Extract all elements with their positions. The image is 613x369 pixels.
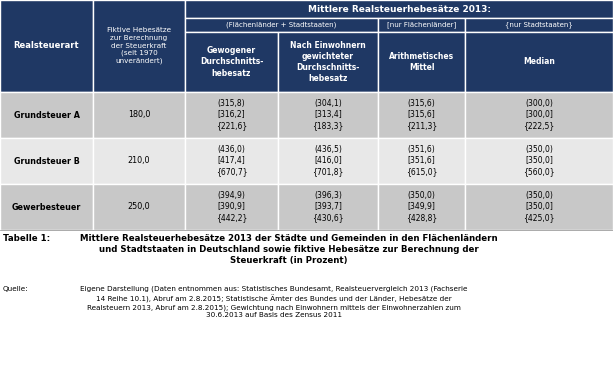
Text: {nur Stadtstaaten}: {nur Stadtstaaten}: [505, 22, 573, 28]
Bar: [185, 32, 278, 92]
Bar: [465, 92, 613, 138]
Text: (350,0)
[349,9]
{428,8}: (350,0) [349,9] {428,8}: [406, 192, 437, 223]
Bar: [465, 32, 613, 92]
Text: Gewerbesteuer: Gewerbesteuer: [12, 203, 81, 211]
Text: Nach Einwohnern
gewichteter
Durchschnitts-
hebesatz: Nach Einwohnern gewichteter Durchschnitt…: [290, 41, 366, 83]
Text: Quelle:: Quelle:: [3, 286, 29, 292]
Bar: [93, 138, 185, 184]
Bar: [0, 184, 93, 230]
Bar: [465, 184, 613, 230]
Text: (436,0)
[417,4]
{670,7}: (436,0) [417,4] {670,7}: [216, 145, 247, 177]
Text: Eigene Darstellung (Daten entnommen aus: Statistisches Bundesamt, Realsteuerverg: Eigene Darstellung (Daten entnommen aus:…: [80, 286, 468, 318]
Bar: [185, 18, 378, 32]
Bar: [465, 18, 613, 32]
Text: (436,5)
[416,0]
{701,8}: (436,5) [416,0] {701,8}: [312, 145, 344, 177]
Text: Mittlere Realsteuerhebesätze 2013 der Städte und Gemeinden in den Flächenländern: Mittlere Realsteuerhebesätze 2013 der St…: [80, 234, 498, 265]
Bar: [0, 92, 93, 138]
Bar: [185, 138, 278, 184]
Text: 180,0: 180,0: [128, 110, 150, 120]
Text: (315,6)
[315,6]
{211,3}: (315,6) [315,6] {211,3}: [406, 99, 437, 131]
Text: 210,0: 210,0: [128, 156, 150, 166]
Bar: [378, 32, 465, 92]
Bar: [185, 184, 278, 230]
Bar: [278, 138, 378, 184]
Text: 250,0: 250,0: [128, 203, 150, 211]
Bar: [185, 0, 613, 18]
Text: Realsteuerart: Realsteuerart: [13, 41, 79, 51]
Text: (394,9)
[390,9]
{442,2}: (394,9) [390,9] {442,2}: [216, 192, 247, 223]
Bar: [378, 18, 465, 32]
Bar: [185, 92, 278, 138]
Text: Grundsteuer A: Grundsteuer A: [13, 110, 80, 120]
Text: Median: Median: [523, 58, 555, 66]
Bar: [465, 138, 613, 184]
Bar: [0, 0, 93, 92]
Bar: [378, 92, 465, 138]
Bar: [93, 0, 185, 92]
Text: Grundsteuer B: Grundsteuer B: [13, 156, 80, 166]
Text: (350,0)
[350,0]
{560,0}: (350,0) [350,0] {560,0}: [523, 145, 555, 177]
Text: Gewogener
Durchschnitts-
hebesatz: Gewogener Durchschnitts- hebesatz: [200, 46, 263, 77]
Bar: [278, 32, 378, 92]
Bar: [378, 184, 465, 230]
Bar: [278, 184, 378, 230]
Text: Fiktive Hebesätze
zur Berechnung
der Steuerkraft
(seit 1970
unverändert): Fiktive Hebesätze zur Berechnung der Ste…: [107, 28, 171, 65]
Text: (315,8)
[316,2]
{221,6}: (315,8) [316,2] {221,6}: [216, 99, 247, 131]
Text: (304,1)
[313,4]
{183,3}: (304,1) [313,4] {183,3}: [312, 99, 344, 131]
Text: (396,3)
[393,7]
{430,6}: (396,3) [393,7] {430,6}: [312, 192, 344, 223]
Bar: [378, 138, 465, 184]
Text: Tabelle 1:: Tabelle 1:: [3, 234, 50, 243]
Text: (350,0)
[350,0]
{425,0}: (350,0) [350,0] {425,0}: [524, 192, 555, 223]
Bar: [0, 138, 93, 184]
Text: Mittlere Realsteuerhebesätze 2013:: Mittlere Realsteuerhebesätze 2013:: [308, 4, 490, 14]
Text: [nur Flächenländer]: [nur Flächenländer]: [387, 22, 456, 28]
Bar: [93, 92, 185, 138]
Text: (Flächenländer + Stadtstaaten): (Flächenländer + Stadtstaaten): [226, 22, 337, 28]
Text: (300,0)
[300,0]
{222,5}: (300,0) [300,0] {222,5}: [524, 99, 555, 131]
Bar: [278, 92, 378, 138]
Text: (351,6)
[351,6]
{615,0}: (351,6) [351,6] {615,0}: [406, 145, 437, 177]
Bar: [93, 184, 185, 230]
Text: Arithmetisches
Mittel: Arithmetisches Mittel: [389, 52, 454, 72]
